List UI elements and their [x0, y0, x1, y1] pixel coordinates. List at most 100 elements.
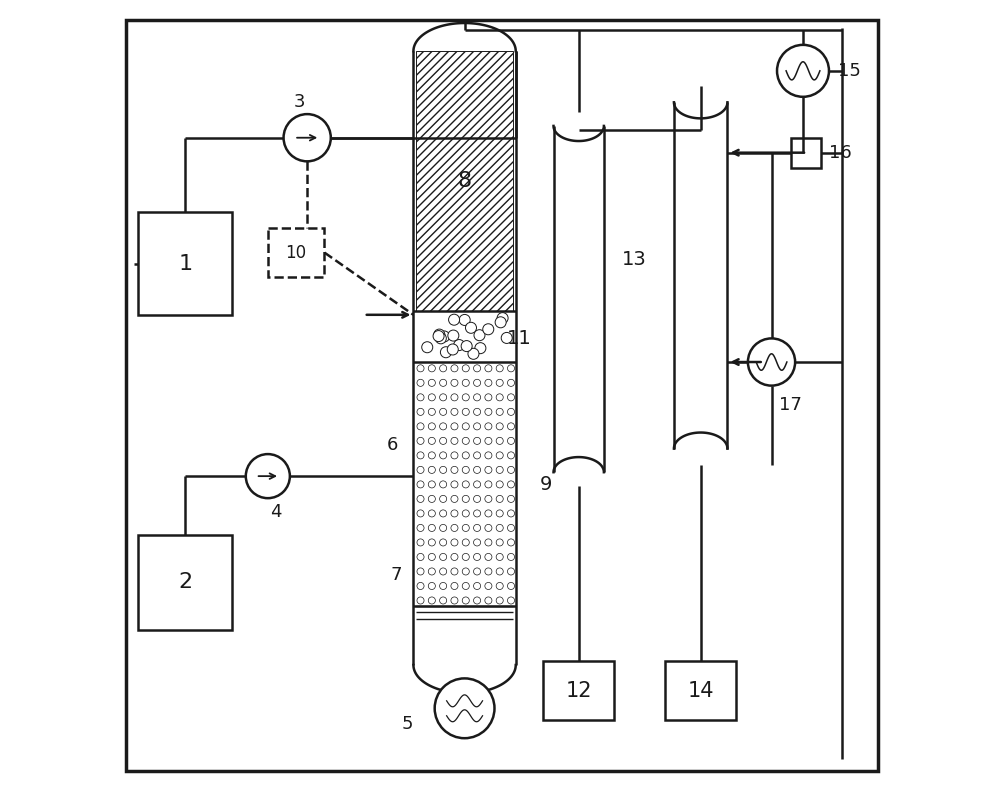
Circle shape	[417, 408, 424, 416]
Circle shape	[462, 365, 469, 372]
Circle shape	[474, 510, 481, 517]
Circle shape	[474, 408, 481, 416]
Bar	[413, 51, 516, 665]
Circle shape	[451, 452, 458, 459]
Circle shape	[428, 365, 435, 372]
Circle shape	[428, 582, 435, 589]
Text: 13: 13	[621, 250, 646, 269]
Circle shape	[451, 467, 458, 474]
Circle shape	[417, 467, 424, 474]
Circle shape	[474, 365, 481, 372]
Circle shape	[462, 524, 469, 531]
Circle shape	[440, 347, 451, 358]
Circle shape	[485, 379, 492, 386]
Circle shape	[449, 314, 460, 325]
Circle shape	[428, 539, 435, 546]
Text: 10: 10	[286, 244, 307, 261]
Circle shape	[459, 315, 470, 326]
Circle shape	[496, 408, 503, 416]
Circle shape	[497, 312, 508, 323]
Circle shape	[428, 379, 435, 386]
Circle shape	[435, 678, 494, 738]
Circle shape	[440, 568, 447, 575]
Circle shape	[496, 568, 503, 575]
Circle shape	[485, 510, 492, 517]
Circle shape	[474, 524, 481, 531]
Circle shape	[451, 495, 458, 502]
Circle shape	[451, 568, 458, 575]
Circle shape	[462, 379, 469, 386]
Text: 7: 7	[390, 566, 402, 583]
Circle shape	[440, 582, 447, 589]
Circle shape	[485, 524, 492, 531]
Circle shape	[451, 365, 458, 372]
Circle shape	[462, 582, 469, 589]
Circle shape	[507, 597, 515, 604]
Circle shape	[246, 454, 290, 498]
Circle shape	[474, 597, 481, 604]
Circle shape	[440, 495, 447, 502]
Text: 16: 16	[829, 144, 852, 161]
Circle shape	[440, 539, 447, 546]
Circle shape	[474, 394, 481, 401]
Circle shape	[417, 423, 424, 430]
Circle shape	[485, 452, 492, 459]
Text: 12: 12	[565, 681, 592, 700]
Circle shape	[417, 553, 424, 560]
Circle shape	[496, 467, 503, 474]
Circle shape	[440, 394, 447, 401]
Circle shape	[451, 408, 458, 416]
Circle shape	[462, 495, 469, 502]
Circle shape	[507, 481, 515, 488]
Circle shape	[417, 452, 424, 459]
Circle shape	[474, 553, 481, 560]
Circle shape	[454, 339, 465, 350]
Circle shape	[451, 481, 458, 488]
Bar	[416, 51, 513, 311]
Circle shape	[462, 510, 469, 517]
Circle shape	[440, 423, 447, 430]
Circle shape	[496, 510, 503, 517]
Circle shape	[507, 568, 515, 575]
Circle shape	[485, 481, 492, 488]
Circle shape	[501, 332, 512, 343]
Circle shape	[417, 495, 424, 502]
Circle shape	[462, 423, 469, 430]
Circle shape	[417, 481, 424, 488]
Circle shape	[507, 510, 515, 517]
Circle shape	[474, 481, 481, 488]
Circle shape	[474, 438, 481, 445]
Text: 11: 11	[507, 329, 532, 348]
Circle shape	[485, 438, 492, 445]
Circle shape	[440, 438, 447, 445]
Circle shape	[496, 423, 503, 430]
Circle shape	[465, 323, 476, 334]
Circle shape	[485, 408, 492, 416]
Bar	[554, 126, 604, 472]
Circle shape	[496, 481, 503, 488]
Circle shape	[440, 365, 447, 372]
Circle shape	[507, 524, 515, 531]
Text: 4: 4	[270, 503, 281, 520]
Text: 6: 6	[386, 436, 398, 453]
Circle shape	[462, 539, 469, 546]
Circle shape	[440, 524, 447, 531]
Circle shape	[468, 349, 479, 360]
Circle shape	[428, 568, 435, 575]
Circle shape	[485, 495, 492, 502]
Circle shape	[507, 467, 515, 474]
Circle shape	[440, 597, 447, 604]
Circle shape	[451, 539, 458, 546]
Circle shape	[483, 323, 494, 334]
Circle shape	[507, 452, 515, 459]
Circle shape	[485, 597, 492, 604]
Text: 8: 8	[458, 171, 472, 191]
Circle shape	[507, 582, 515, 589]
Text: 9: 9	[539, 475, 552, 493]
Circle shape	[451, 394, 458, 401]
Circle shape	[462, 452, 469, 459]
Circle shape	[451, 423, 458, 430]
Circle shape	[428, 408, 435, 416]
Circle shape	[451, 524, 458, 531]
Circle shape	[507, 365, 515, 372]
